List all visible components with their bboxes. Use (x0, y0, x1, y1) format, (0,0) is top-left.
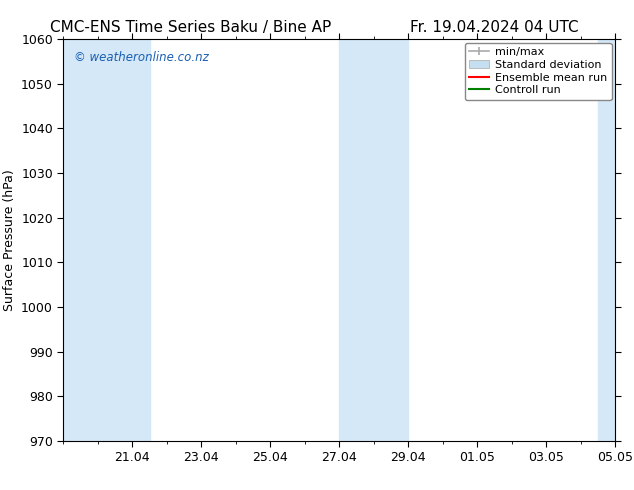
Y-axis label: Surface Pressure (hPa): Surface Pressure (hPa) (3, 169, 16, 311)
Legend: min/max, Standard deviation, Ensemble mean run, Controll run: min/max, Standard deviation, Ensemble me… (465, 43, 612, 100)
Bar (339, 39, 408, 441)
Text: Fr. 19.04.2024 04 UTC: Fr. 19.04.2024 04 UTC (410, 20, 579, 35)
Text: CMC-ENS Time Series Baku / Bine AP: CMC-ENS Time Series Baku / Bine AP (49, 20, 331, 35)
Bar (63, 39, 150, 441)
Bar (598, 39, 615, 441)
Text: © weatheronline.co.nz: © weatheronline.co.nz (74, 51, 209, 64)
